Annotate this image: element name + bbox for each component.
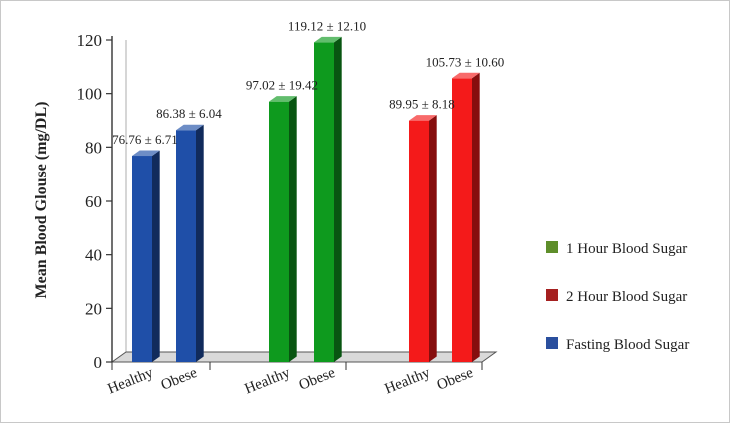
bar-top (452, 72, 480, 79)
legend-swatch (546, 337, 558, 349)
bar-front (409, 120, 429, 363)
bar (269, 96, 297, 363)
bar (409, 115, 437, 363)
y-tick-label: 0 (94, 353, 103, 372)
y-tick-label: 120 (77, 31, 103, 50)
bar-side (196, 124, 204, 362)
bar-side (289, 96, 297, 363)
bar-top (314, 36, 342, 43)
bar-side (334, 36, 342, 363)
y-tick-label: 60 (85, 192, 102, 211)
bar-front (269, 101, 289, 363)
y-tick-label: 80 (85, 138, 102, 157)
legend-label: 2 Hour Blood Sugar (566, 289, 687, 305)
bar-top (176, 124, 204, 131)
legend-label: Fasting Blood Sugar (566, 337, 689, 353)
bar-front (314, 42, 334, 363)
bar-side (472, 72, 480, 362)
legend-swatch (546, 241, 558, 253)
bar-front (176, 130, 196, 362)
data-label: 97.02 ± 19.42 (246, 78, 318, 93)
bar-front (452, 78, 472, 362)
bar (452, 72, 480, 362)
legend-label: 1 Hour Blood Sugar (566, 241, 687, 257)
data-label: 86.38 ± 6.04 (156, 106, 222, 121)
bar (314, 36, 342, 363)
bar-side (429, 115, 437, 363)
y-tick-label: 40 (85, 246, 102, 265)
bar-side (152, 150, 160, 362)
data-label: 105.73 ± 10.60 (426, 54, 505, 69)
chart-floor (110, 351, 498, 363)
y-tick-label: 20 (85, 299, 102, 318)
bar-front (132, 156, 152, 362)
data-label: 89.95 ± 8.18 (389, 97, 455, 112)
legend-swatch (546, 289, 558, 301)
y-tick-label: 100 (77, 85, 103, 104)
bar-top (269, 96, 297, 102)
data-label: 119.12 ± 12.10 (288, 18, 366, 33)
data-label: 76.76 ± 6.71 (112, 132, 178, 147)
bar-top (132, 150, 160, 157)
bar (132, 150, 160, 362)
bar-top (409, 115, 437, 121)
bar (176, 124, 204, 362)
y-axis-label: Mean Blood Glouse (mg/DL) (33, 102, 50, 299)
